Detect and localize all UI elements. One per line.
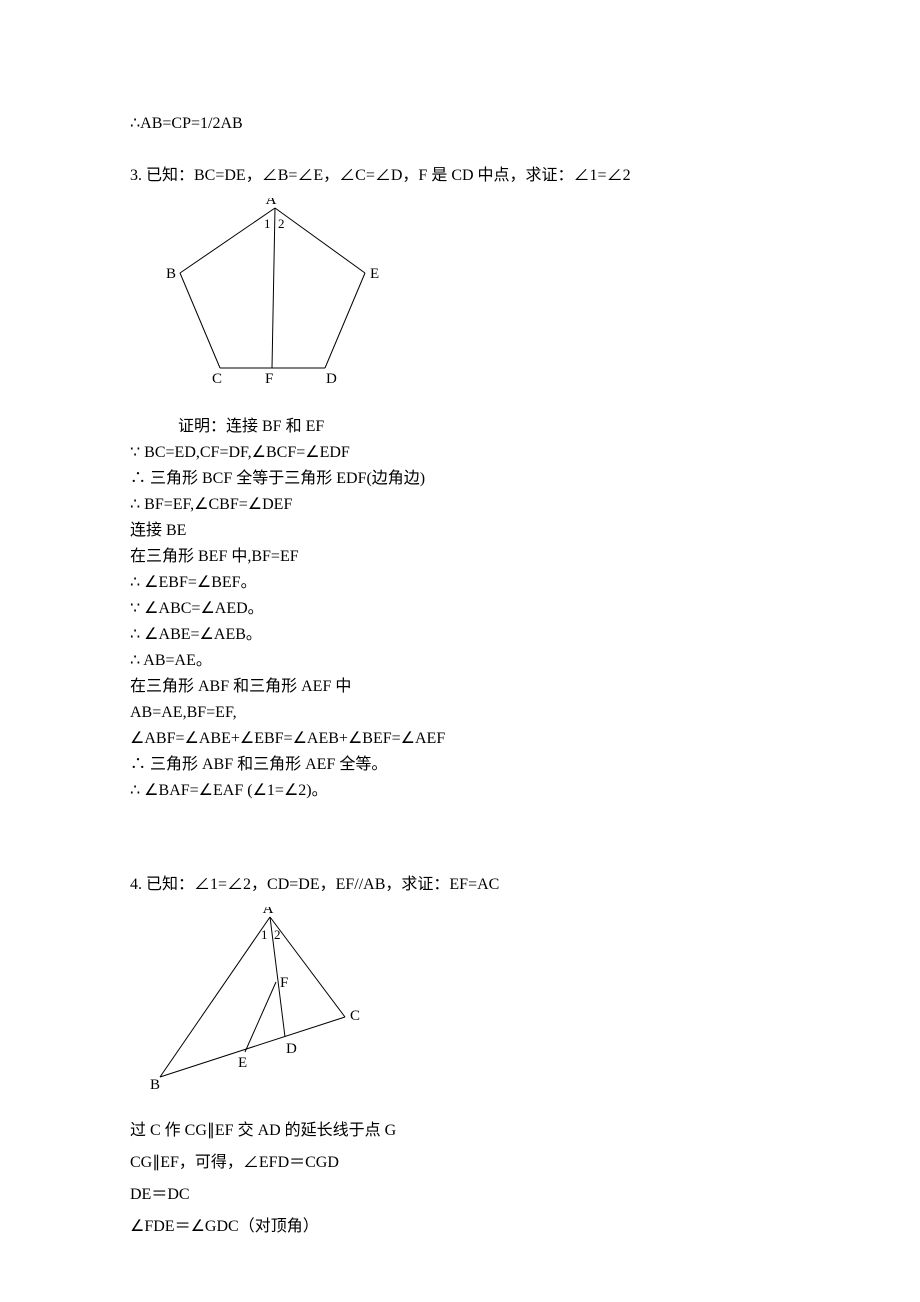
svg-text:F: F <box>280 975 288 991</box>
proof-line: AB=AE,BF=EF, <box>130 701 790 725</box>
proof-line: 连接 BE <box>130 519 790 543</box>
proof-line: ∠FDE＝∠GDC（对顶角） <box>130 1215 790 1239</box>
svg-text:E: E <box>238 1055 247 1071</box>
svg-text:C: C <box>212 371 222 387</box>
proof-line: 证明：连接 BF 和 EF <box>130 415 790 439</box>
svg-text:A: A <box>266 198 277 208</box>
proof-line: ∴ ∠ABE=∠AEB。 <box>130 623 790 647</box>
proof-line: ∵ BC=ED,CF=DF,∠BCF=∠EDF <box>130 441 790 465</box>
svg-text:A: A <box>263 907 274 917</box>
svg-text:1: 1 <box>264 216 271 231</box>
pentagon-diagram: A B C D E F 12 <box>150 198 410 393</box>
svg-text:E: E <box>370 266 379 282</box>
proof-line: ∴ ∠EBF=∠BEF。 <box>130 571 790 595</box>
svg-text:B: B <box>150 1077 160 1093</box>
svg-text:1: 1 <box>261 927 268 942</box>
problem-4-figure: A B C D E F 12 <box>150 907 790 1105</box>
problem-3-figure: A B C D E F 12 <box>150 198 790 401</box>
proof-line: ∵ ∠ABC=∠AED。 <box>130 597 790 621</box>
svg-text:D: D <box>326 371 337 387</box>
proof-line: ∴ ∠BAF=∠EAF (∠1=∠2)。 <box>130 779 790 803</box>
proof-line: 在三角形 ABF 和三角形 AEF 中 <box>130 675 790 699</box>
proof-line: CG∥EF，可得，∠EFD＝CGD <box>130 1151 790 1175</box>
svg-text:2: 2 <box>274 927 281 942</box>
proof-line: ∴ BF=EF,∠CBF=∠DEF <box>130 493 790 517</box>
svg-text:D: D <box>286 1041 297 1057</box>
problem-4-proof: 过 C 作 CG∥EF 交 AD 的延长线于点 G CG∥EF，可得，∠EFD＝C… <box>130 1119 790 1239</box>
problem-4-heading: 4. 已知：∠1=∠2，CD=DE，EF//AB，求证：EF=AC <box>130 873 790 897</box>
svg-text:C: C <box>350 1008 360 1024</box>
proof-line: 过 C 作 CG∥EF 交 AD 的延长线于点 G <box>130 1119 790 1143</box>
top-conclusion-line: ∴AB=CP=1/2AB <box>130 112 790 136</box>
svg-text:F: F <box>265 371 273 387</box>
triangle-diagram: A B C D E F 12 <box>150 907 380 1097</box>
problem-3-proof: 证明：连接 BF 和 EF∵ BC=ED,CF=DF,∠BCF=∠EDF∴ 三角… <box>130 415 790 803</box>
proof-line: ∴ 三角形 BCF 全等于三角形 EDF(边角边) <box>130 467 790 491</box>
proof-line: ∴ AB=AE。 <box>130 649 790 673</box>
document-page: ∴AB=CP=1/2AB 3. 已知：BC=DE，∠B=∠E，∠C=∠D，F 是… <box>0 0 920 1301</box>
proof-line: DE＝DC <box>130 1183 790 1207</box>
proof-line: ∴ 三角形 ABF 和三角形 AEF 全等。 <box>130 753 790 777</box>
proof-line: 在三角形 BEF 中,BF=EF <box>130 545 790 569</box>
svg-text:2: 2 <box>278 216 285 231</box>
spacer <box>130 805 790 845</box>
svg-text:B: B <box>166 266 176 282</box>
proof-line: ∠ABF=∠ABE+∠EBF=∠AEB+∠BEF=∠AEF <box>130 727 790 751</box>
problem-3-heading: 3. 已知：BC=DE，∠B=∠E，∠C=∠D，F 是 CD 中点，求证：∠1=… <box>130 164 790 188</box>
